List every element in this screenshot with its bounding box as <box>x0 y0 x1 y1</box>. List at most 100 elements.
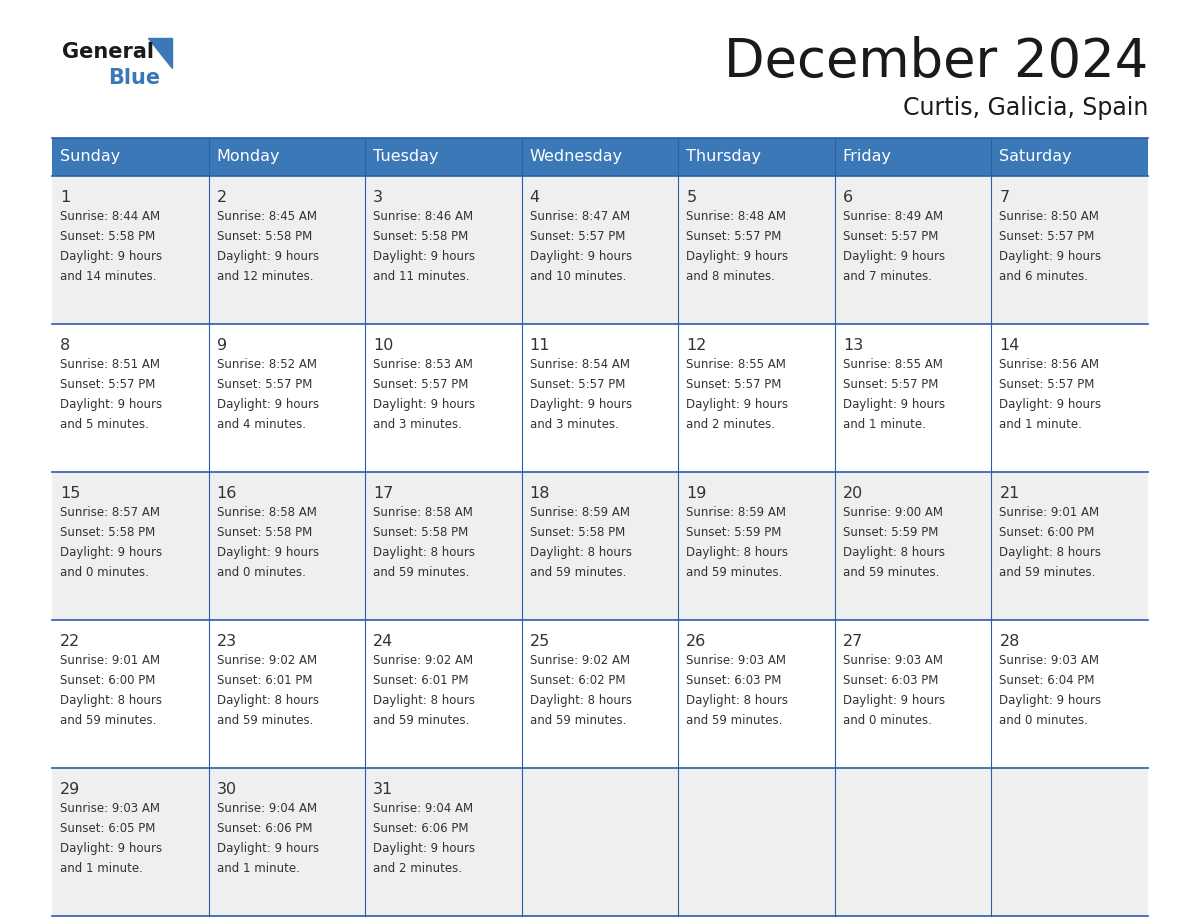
Text: and 59 minutes.: and 59 minutes. <box>373 566 469 579</box>
Text: Sunset: 5:58 PM: Sunset: 5:58 PM <box>373 230 468 243</box>
Text: Sunset: 5:57 PM: Sunset: 5:57 PM <box>842 378 939 391</box>
Text: 25: 25 <box>530 634 550 649</box>
Text: Sunset: 5:58 PM: Sunset: 5:58 PM <box>61 526 156 539</box>
Text: Sunrise: 8:55 AM: Sunrise: 8:55 AM <box>842 358 943 371</box>
Text: Sunrise: 9:03 AM: Sunrise: 9:03 AM <box>842 654 943 667</box>
Text: Sunrise: 9:02 AM: Sunrise: 9:02 AM <box>530 654 630 667</box>
Bar <box>209 768 365 916</box>
Text: 24: 24 <box>373 634 393 649</box>
Bar <box>522 768 678 916</box>
Bar <box>835 324 992 472</box>
Text: 17: 17 <box>373 486 393 501</box>
Text: Sunset: 5:57 PM: Sunset: 5:57 PM <box>999 230 1095 243</box>
Text: and 59 minutes.: and 59 minutes. <box>999 566 1095 579</box>
Text: and 0 minutes.: and 0 minutes. <box>999 714 1088 727</box>
Bar <box>522 324 678 472</box>
Text: Sunset: 5:57 PM: Sunset: 5:57 PM <box>687 378 782 391</box>
Text: and 3 minutes.: and 3 minutes. <box>530 418 619 431</box>
Bar <box>209 176 365 324</box>
Bar <box>52 620 209 768</box>
Bar <box>52 176 209 324</box>
Text: Sunrise: 8:51 AM: Sunrise: 8:51 AM <box>61 358 160 371</box>
Polygon shape <box>148 38 172 68</box>
Text: Sunrise: 9:02 AM: Sunrise: 9:02 AM <box>216 654 317 667</box>
Text: 31: 31 <box>373 782 393 797</box>
Text: Daylight: 9 hours: Daylight: 9 hours <box>216 546 318 559</box>
Bar <box>522 176 678 324</box>
Bar <box>365 324 522 472</box>
Text: Sunset: 6:02 PM: Sunset: 6:02 PM <box>530 674 625 687</box>
Text: 14: 14 <box>999 338 1019 353</box>
Text: 1: 1 <box>61 190 70 205</box>
Bar <box>365 176 522 324</box>
Text: Blue: Blue <box>108 68 160 88</box>
Text: and 1 minute.: and 1 minute. <box>842 418 925 431</box>
Text: Tuesday: Tuesday <box>373 150 438 164</box>
Text: and 10 minutes.: and 10 minutes. <box>530 270 626 283</box>
Text: Sunset: 5:58 PM: Sunset: 5:58 PM <box>530 526 625 539</box>
Text: Sunset: 5:57 PM: Sunset: 5:57 PM <box>842 230 939 243</box>
Text: Sunrise: 9:01 AM: Sunrise: 9:01 AM <box>61 654 160 667</box>
Text: and 1 minute.: and 1 minute. <box>61 862 143 875</box>
Text: Thursday: Thursday <box>687 150 762 164</box>
Text: Sunset: 5:59 PM: Sunset: 5:59 PM <box>687 526 782 539</box>
Text: Daylight: 8 hours: Daylight: 8 hours <box>687 694 789 707</box>
Text: and 59 minutes.: and 59 minutes. <box>687 714 783 727</box>
Text: Sunrise: 8:58 AM: Sunrise: 8:58 AM <box>216 506 316 519</box>
Text: Sunset: 5:57 PM: Sunset: 5:57 PM <box>530 230 625 243</box>
Text: Sunrise: 9:00 AM: Sunrise: 9:00 AM <box>842 506 943 519</box>
Text: Sunset: 6:05 PM: Sunset: 6:05 PM <box>61 822 156 835</box>
Text: Daylight: 8 hours: Daylight: 8 hours <box>687 546 789 559</box>
Text: Sunset: 6:03 PM: Sunset: 6:03 PM <box>687 674 782 687</box>
Text: Sunrise: 8:57 AM: Sunrise: 8:57 AM <box>61 506 160 519</box>
Text: Sunrise: 8:58 AM: Sunrise: 8:58 AM <box>373 506 473 519</box>
Text: Sunrise: 8:50 AM: Sunrise: 8:50 AM <box>999 210 1099 223</box>
Text: Friday: Friday <box>842 150 892 164</box>
Bar <box>209 138 365 176</box>
Text: Sunset: 5:58 PM: Sunset: 5:58 PM <box>216 526 311 539</box>
Text: Sunrise: 8:59 AM: Sunrise: 8:59 AM <box>530 506 630 519</box>
Text: Sunset: 5:59 PM: Sunset: 5:59 PM <box>842 526 939 539</box>
Text: Curtis, Galicia, Spain: Curtis, Galicia, Spain <box>903 96 1148 120</box>
Text: Sunrise: 8:54 AM: Sunrise: 8:54 AM <box>530 358 630 371</box>
Bar <box>992 472 1148 620</box>
Text: Daylight: 9 hours: Daylight: 9 hours <box>530 250 632 263</box>
Text: and 59 minutes.: and 59 minutes. <box>216 714 312 727</box>
Text: 7: 7 <box>999 190 1010 205</box>
Text: Sunset: 6:00 PM: Sunset: 6:00 PM <box>61 674 156 687</box>
Text: and 3 minutes.: and 3 minutes. <box>373 418 462 431</box>
Text: and 0 minutes.: and 0 minutes. <box>216 566 305 579</box>
Text: Sunset: 6:06 PM: Sunset: 6:06 PM <box>373 822 468 835</box>
Text: General: General <box>62 42 154 62</box>
Text: Sunset: 5:58 PM: Sunset: 5:58 PM <box>61 230 156 243</box>
Text: Daylight: 9 hours: Daylight: 9 hours <box>842 398 944 411</box>
Bar <box>52 768 209 916</box>
Text: Daylight: 9 hours: Daylight: 9 hours <box>999 398 1101 411</box>
Bar <box>678 472 835 620</box>
Text: Sunrise: 9:03 AM: Sunrise: 9:03 AM <box>687 654 786 667</box>
Bar <box>992 620 1148 768</box>
Text: Monday: Monday <box>216 150 280 164</box>
Text: Daylight: 8 hours: Daylight: 8 hours <box>530 546 632 559</box>
Text: and 59 minutes.: and 59 minutes. <box>530 566 626 579</box>
Text: Sunset: 5:58 PM: Sunset: 5:58 PM <box>216 230 311 243</box>
Text: Daylight: 8 hours: Daylight: 8 hours <box>530 694 632 707</box>
Text: Sunset: 5:57 PM: Sunset: 5:57 PM <box>61 378 156 391</box>
Text: Sunset: 6:04 PM: Sunset: 6:04 PM <box>999 674 1095 687</box>
Text: and 59 minutes.: and 59 minutes. <box>530 714 626 727</box>
Bar <box>52 324 209 472</box>
Bar <box>678 768 835 916</box>
Text: Daylight: 9 hours: Daylight: 9 hours <box>687 398 789 411</box>
Text: Daylight: 9 hours: Daylight: 9 hours <box>216 398 318 411</box>
Text: Sunrise: 8:48 AM: Sunrise: 8:48 AM <box>687 210 786 223</box>
Text: Daylight: 9 hours: Daylight: 9 hours <box>61 398 162 411</box>
Text: and 1 minute.: and 1 minute. <box>216 862 299 875</box>
Text: and 1 minute.: and 1 minute. <box>999 418 1082 431</box>
Text: 29: 29 <box>61 782 81 797</box>
Bar <box>678 138 835 176</box>
Bar <box>992 138 1148 176</box>
Bar <box>209 472 365 620</box>
Bar <box>522 472 678 620</box>
Text: Sunset: 6:06 PM: Sunset: 6:06 PM <box>216 822 312 835</box>
Text: 18: 18 <box>530 486 550 501</box>
